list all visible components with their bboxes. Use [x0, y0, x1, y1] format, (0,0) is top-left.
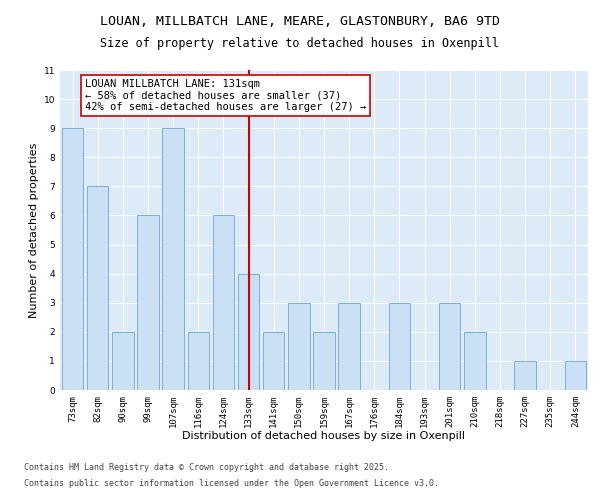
Bar: [263, 332, 284, 390]
Bar: [313, 332, 335, 390]
Bar: [464, 332, 485, 390]
Text: Contains public sector information licensed under the Open Government Licence v3: Contains public sector information licen…: [24, 478, 439, 488]
Bar: [163, 128, 184, 390]
Bar: [565, 361, 586, 390]
Text: Size of property relative to detached houses in Oxenpill: Size of property relative to detached ho…: [101, 38, 499, 51]
Bar: [188, 332, 209, 390]
Bar: [87, 186, 109, 390]
Text: LOUAN MILLBATCH LANE: 131sqm
← 58% of detached houses are smaller (37)
42% of se: LOUAN MILLBATCH LANE: 131sqm ← 58% of de…: [85, 78, 367, 112]
Bar: [112, 332, 134, 390]
Bar: [389, 302, 410, 390]
X-axis label: Distribution of detached houses by size in Oxenpill: Distribution of detached houses by size …: [182, 432, 466, 442]
Bar: [62, 128, 83, 390]
Bar: [238, 274, 259, 390]
Text: Contains HM Land Registry data © Crown copyright and database right 2025.: Contains HM Land Registry data © Crown c…: [24, 464, 389, 472]
Bar: [137, 216, 158, 390]
Bar: [338, 302, 360, 390]
Bar: [288, 302, 310, 390]
Text: LOUAN, MILLBATCH LANE, MEARE, GLASTONBURY, BA6 9TD: LOUAN, MILLBATCH LANE, MEARE, GLASTONBUR…: [100, 15, 500, 28]
Bar: [439, 302, 460, 390]
Bar: [213, 216, 234, 390]
Bar: [514, 361, 536, 390]
Y-axis label: Number of detached properties: Number of detached properties: [29, 142, 40, 318]
